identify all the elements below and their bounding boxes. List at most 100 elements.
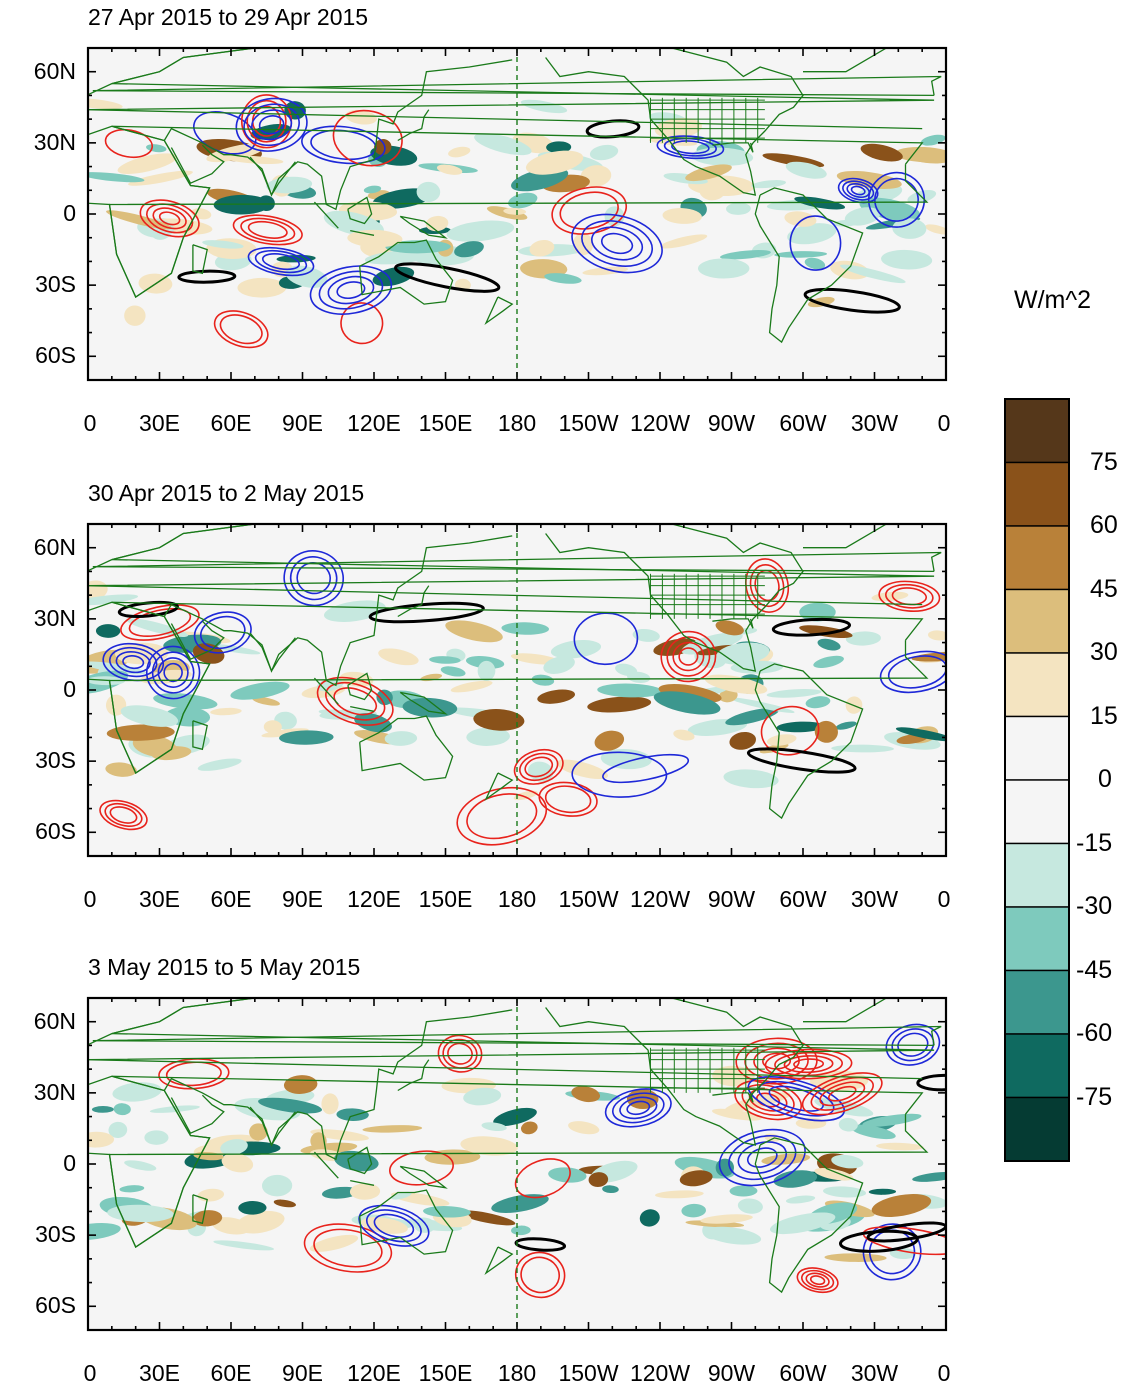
contour-ring: [760, 705, 820, 756]
negative-contour-system: [571, 751, 668, 798]
lat-tick-label: 60N: [33, 57, 76, 84]
lon-tick-label: 0: [83, 1360, 97, 1386]
contour-ring: [316, 676, 394, 726]
negative-contour-system: [789, 215, 842, 271]
negative-contour-system: [247, 246, 315, 277]
negative-anomaly-patch: [202, 240, 244, 249]
negative-anomaly-patch: [862, 1113, 922, 1127]
positive-anomaly-patch: [473, 709, 525, 731]
negative-anomaly-patch: [653, 691, 721, 715]
positive-anomaly-patch: [766, 734, 797, 746]
coastline-segment: [712, 142, 754, 153]
positive-anomaly-patch: [679, 1170, 713, 1187]
negative-anomaly-patch: [423, 1206, 471, 1218]
colorbar-tick-label: -60: [1076, 1019, 1113, 1047]
negative-anomaly-patch: [912, 1171, 946, 1182]
coastline-segment: [347, 196, 373, 225]
coastline-segment: [399, 1165, 448, 1189]
contour-ring: [862, 1223, 922, 1281]
contour-ring: [793, 1058, 825, 1070]
positive-anomaly-patch: [263, 720, 282, 734]
lat-tick-label: 60N: [33, 533, 76, 560]
contour-ring: [842, 180, 875, 201]
negative-anomaly-patch: [776, 721, 825, 733]
contour-ring: [514, 1158, 571, 1199]
negative-anomaly-patch: [477, 660, 496, 681]
contour-ring: [737, 1141, 788, 1174]
coastline-segment: [92, 75, 942, 97]
contour-ring: [333, 687, 378, 716]
map-panel-3: [86, 996, 948, 1332]
coastline-segment: [88, 998, 255, 1061]
coastline-segment: [163, 535, 513, 687]
contour-ring: [746, 1147, 778, 1168]
negative-anomaly-patch: [704, 1226, 762, 1245]
positive-anomaly-patch: [273, 1199, 296, 1208]
positive-anomaly-patch: [117, 153, 178, 174]
negative-anomaly-patch: [88, 594, 139, 606]
negative-anomaly-patch: [511, 1225, 531, 1236]
negative-anomaly-patch: [840, 264, 906, 284]
contour-ring: [571, 213, 663, 274]
negative-anomaly-patch: [589, 144, 619, 161]
contour-ring: [109, 806, 138, 824]
positive-anomaly-patch: [237, 277, 287, 298]
coastline-segment: [545, 998, 804, 1146]
coastline-segment: [399, 691, 448, 715]
coastline-segment: [249, 156, 296, 197]
positive-anomaly-patch: [529, 240, 555, 257]
contour-ring: [600, 232, 634, 255]
axis-ticks: [87, 524, 947, 856]
contour-ring: [318, 270, 384, 310]
positive-anomaly-patch: [445, 620, 503, 643]
positive-anomaly-patch: [309, 1234, 359, 1252]
lon-tick-label: 60W: [779, 410, 827, 436]
negative-anomaly-patch: [681, 1203, 706, 1218]
lat-tick-label: 30S: [35, 747, 76, 774]
positive-anomaly-patch: [88, 1131, 115, 1148]
negative-anomaly-patch: [126, 618, 189, 637]
coastline-segment: [359, 1189, 454, 1255]
contour-ring: [559, 191, 619, 230]
contour-ring: [801, 1269, 835, 1291]
contour-ring: [122, 655, 145, 670]
positive-anomaly-patch: [378, 648, 419, 666]
coastline-segment: [163, 59, 513, 211]
positive-anomaly-patch: [106, 724, 175, 741]
contour-ring: [213, 310, 269, 349]
positive-anomaly-patch: [249, 1123, 268, 1141]
negative-anomaly-patch: [546, 141, 572, 154]
contour-ring: [513, 748, 564, 785]
negative-anomaly-patch: [597, 683, 663, 698]
negative-anomaly-patch: [124, 1160, 157, 1171]
negative-anomaly-patch: [108, 1121, 128, 1138]
positive-anomaly-patch: [814, 1168, 854, 1181]
negative-contour-system: [309, 265, 393, 315]
positive-anomaly-patch: [718, 689, 738, 703]
negative-anomaly-patch: [466, 727, 510, 746]
colorbar-frame: [1004, 398, 1070, 1162]
anomaly-shading: [88, 1065, 946, 1262]
contour-ring: [602, 753, 690, 784]
negative-anomaly-patch: [120, 705, 179, 727]
positive-anomaly-patch: [662, 208, 702, 224]
contour-ring: [139, 199, 200, 238]
contour-ring: [612, 1092, 665, 1124]
contour-ring: [827, 1085, 857, 1102]
lon-tick-label: 0: [83, 886, 97, 912]
positive-contour-system: [764, 1048, 853, 1080]
coastline-segment: [92, 1025, 942, 1047]
negative-anomaly-patch: [238, 1201, 267, 1215]
colorbar-tick-label: 15: [1090, 701, 1118, 730]
lon-tick-label: 0: [937, 1360, 951, 1386]
significance-contour: [177, 269, 237, 284]
positive-anomaly-patch: [349, 1183, 381, 1200]
negative-anomaly-patch: [889, 1247, 917, 1260]
coastline-segment: [350, 1179, 375, 1186]
coastline-segment: [803, 998, 887, 1023]
contour-ring: [874, 177, 919, 222]
lat-tick-label: 0: [63, 200, 76, 226]
negative-anomaly-patch: [416, 181, 441, 203]
lon-tick-label: 0: [83, 410, 97, 436]
coastline-segment: [313, 201, 339, 229]
